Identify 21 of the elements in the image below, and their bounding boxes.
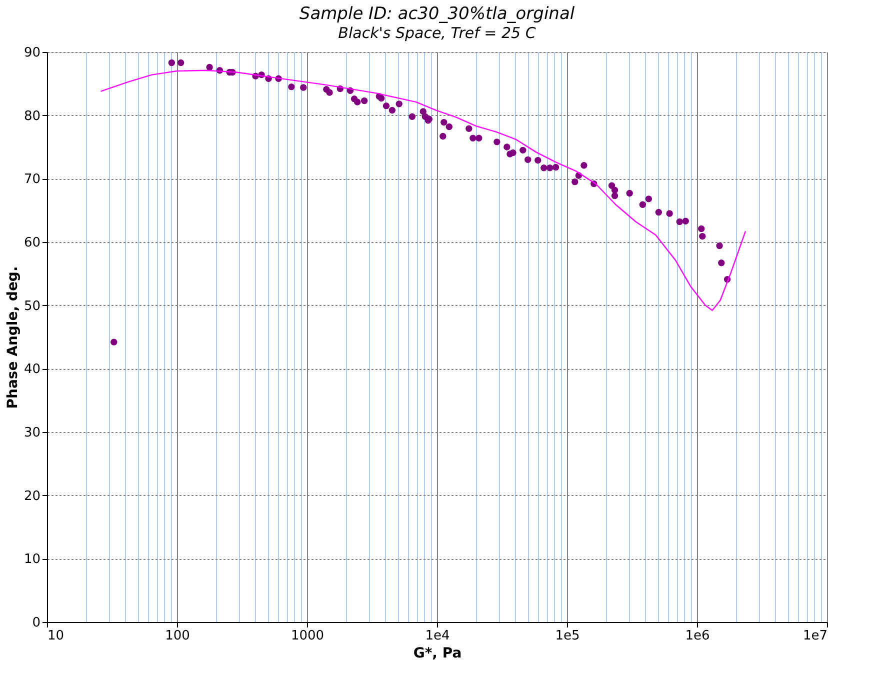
y-tick-label: 70 xyxy=(24,172,40,188)
y-tick-label: 10 xyxy=(24,552,40,568)
y-tick-label: 0 xyxy=(32,616,40,630)
x-tick-label: 100 xyxy=(165,628,190,644)
y-tick-label: 80 xyxy=(24,108,40,124)
x-tick-label: 1e4 xyxy=(425,628,450,644)
x-tick-label: 1e7 xyxy=(802,628,828,644)
y-tick-label: 50 xyxy=(24,298,40,314)
chart-subtitle: Black's Space, Tref = 25 C xyxy=(338,24,536,42)
y-tick-label: 90 xyxy=(24,46,40,60)
y-tick-label: 20 xyxy=(24,488,40,504)
chart-title: Sample ID: ac30_30%tla_orginal xyxy=(299,4,575,24)
y-tick-label: 30 xyxy=(24,426,40,440)
x-tick-label: 1e6 xyxy=(685,628,710,644)
x-tick-label: 1000 xyxy=(290,628,324,644)
x-axis-title: G*, Pa xyxy=(413,646,462,662)
y-tick-label: 40 xyxy=(24,362,40,378)
y-tick-label: 60 xyxy=(24,236,40,250)
y-axis-title: Phase Angle, deg. xyxy=(4,266,21,409)
x-tick-label: 10 xyxy=(48,628,64,644)
x-tick-label: 1e5 xyxy=(555,628,580,644)
